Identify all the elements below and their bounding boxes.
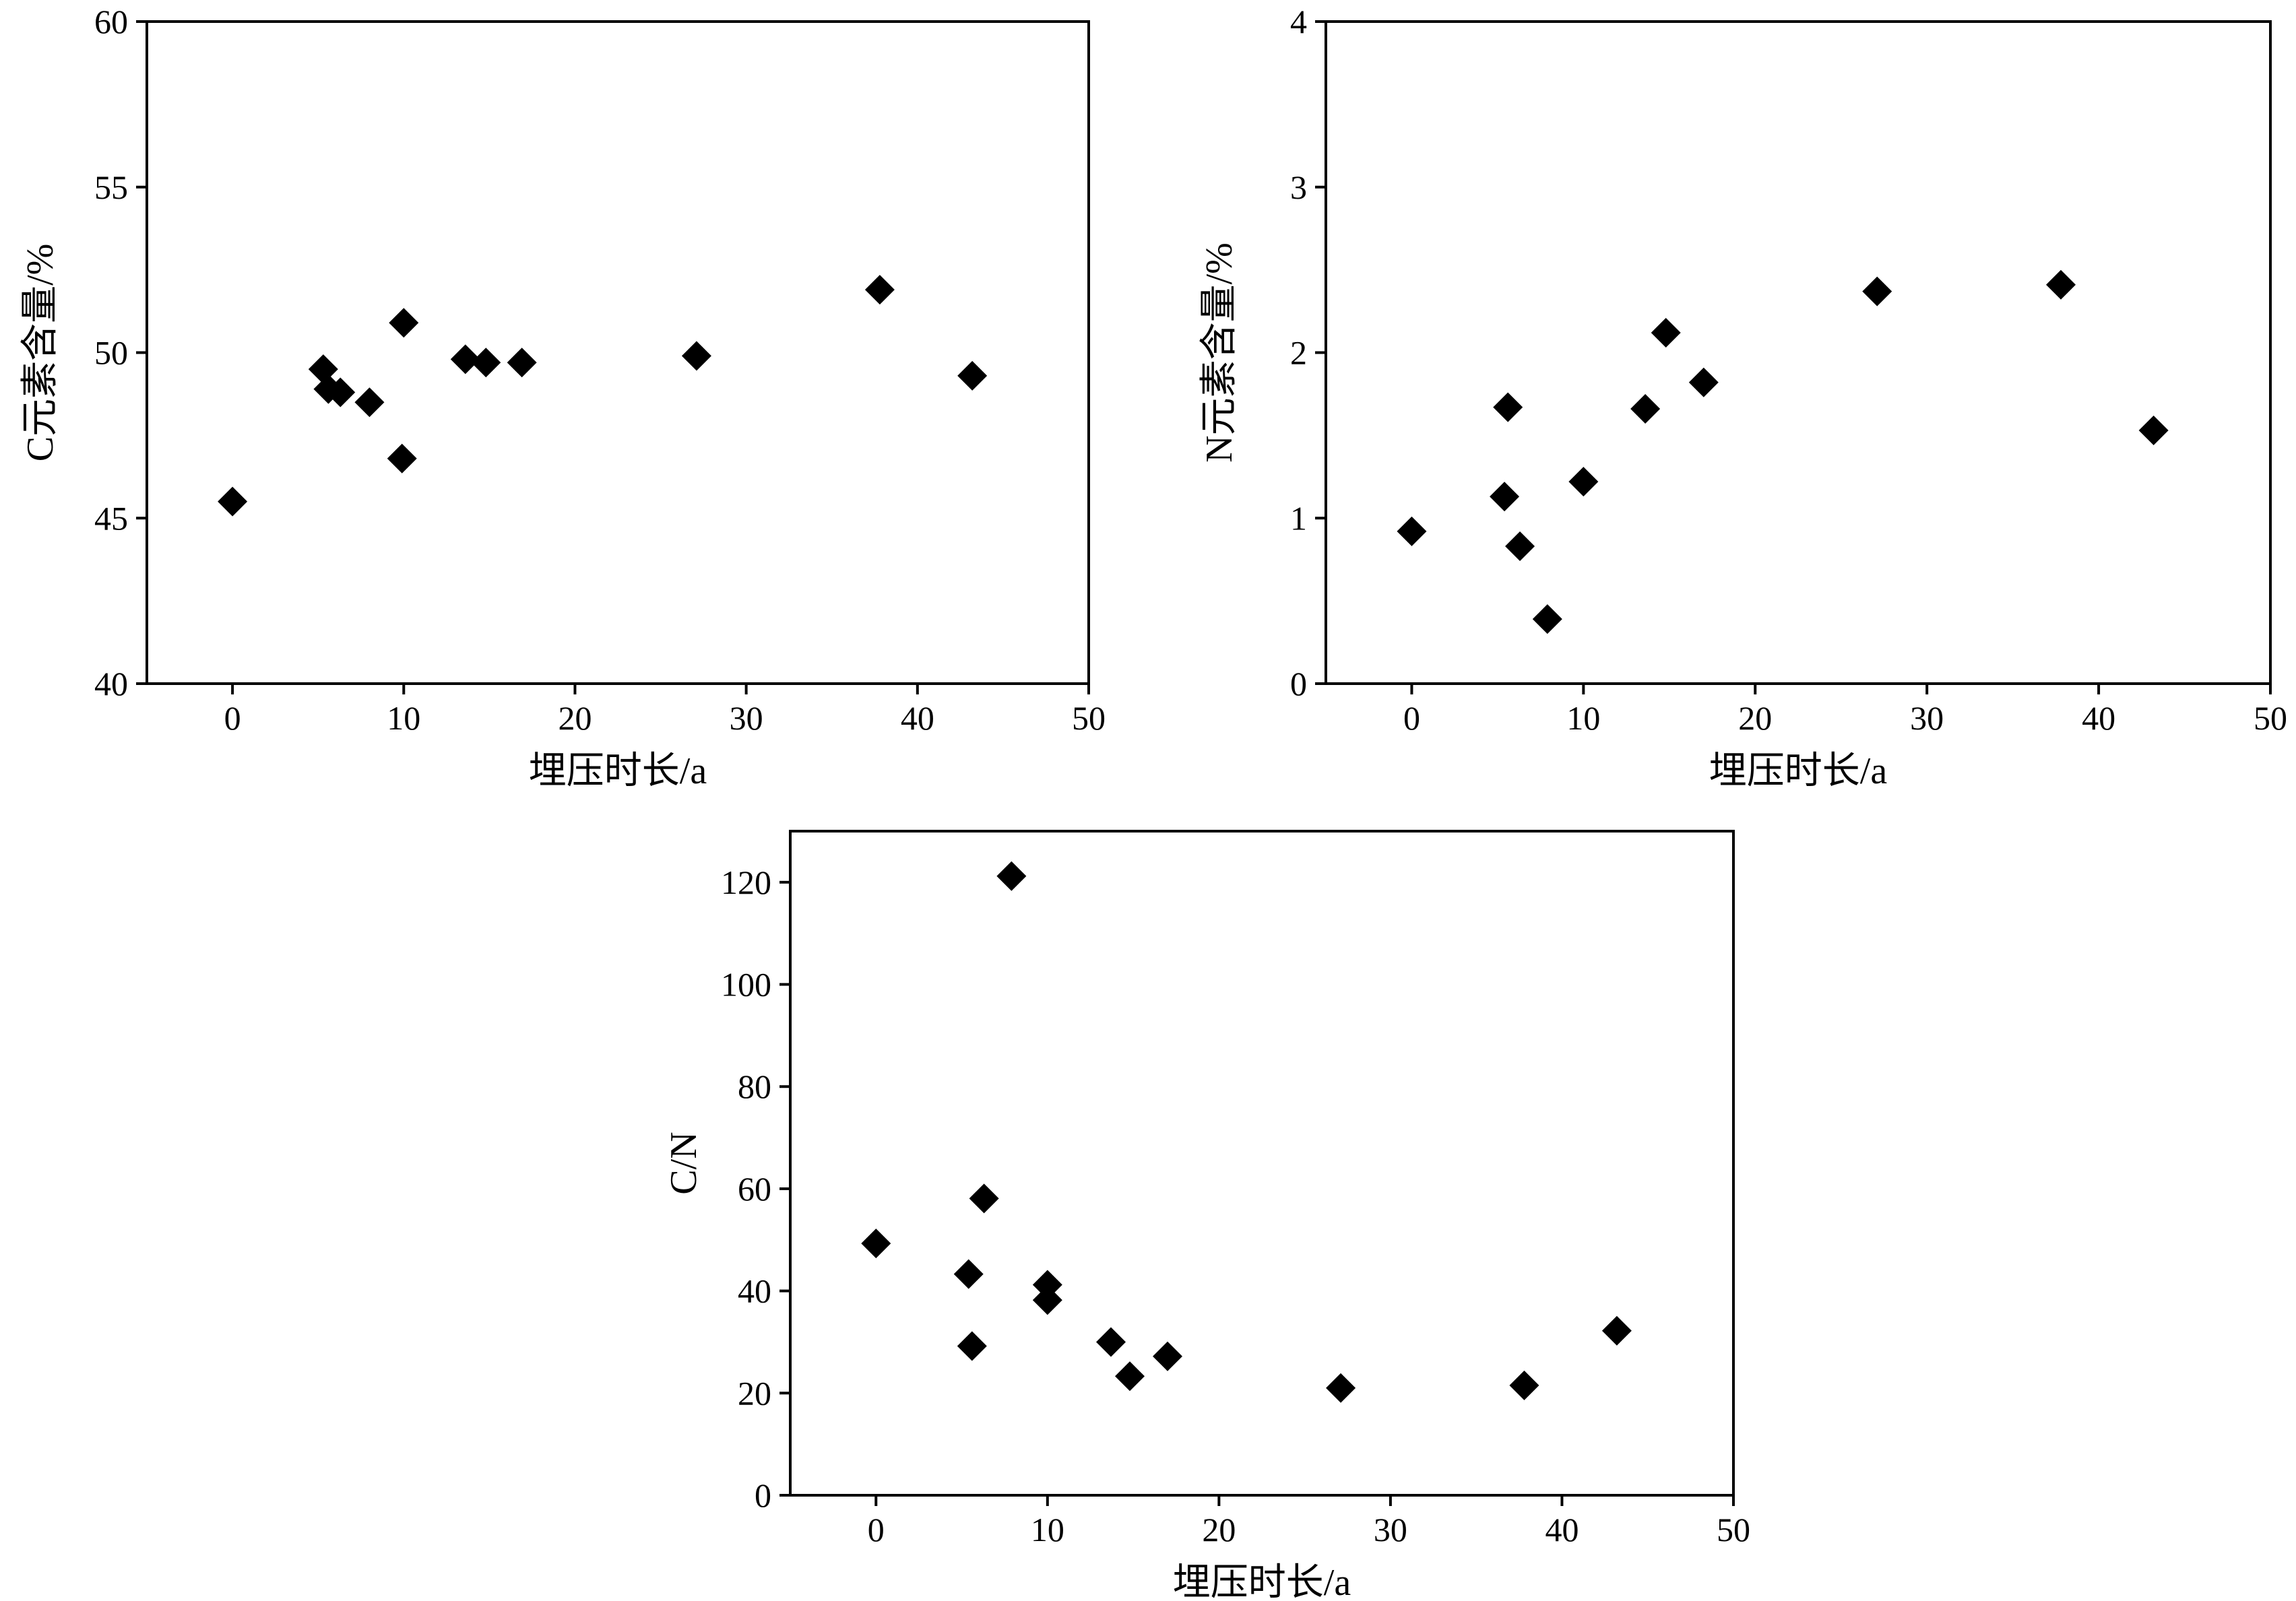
data-point bbox=[1490, 482, 1520, 512]
data-point bbox=[1509, 1370, 1539, 1400]
x-axis-title: 埋压时长/a bbox=[1173, 1562, 1351, 1601]
data-point bbox=[996, 861, 1027, 891]
plot-frame bbox=[789, 830, 1735, 1497]
data-point bbox=[957, 360, 988, 391]
data-point bbox=[1651, 318, 1681, 348]
data-point bbox=[2046, 269, 2076, 300]
x-tick-label: 10 bbox=[1566, 699, 1600, 737]
chart-panel-1: 0 10 20 30 40 50 40 45 50 55 60 埋压时长/a C元素含量/% bbox=[20, 3, 1106, 792]
data-point bbox=[1326, 1373, 1356, 1403]
data-point bbox=[1115, 1361, 1145, 1392]
y-tick-label: 40 bbox=[94, 665, 128, 703]
data-point bbox=[507, 348, 537, 378]
y-axis-title: N元素含量/% bbox=[1199, 242, 1240, 463]
data-point bbox=[471, 348, 501, 378]
data-point bbox=[1397, 516, 1427, 546]
data-point bbox=[354, 387, 385, 418]
x-tick-label: 0 bbox=[224, 699, 241, 737]
y-tick-label: 120 bbox=[721, 863, 771, 901]
y-tick-label: 50 bbox=[94, 334, 128, 372]
data-point bbox=[1032, 1285, 1062, 1315]
x-tick-label: 0 bbox=[1403, 699, 1420, 737]
x-tick-label: 30 bbox=[1910, 699, 1944, 737]
y-tick-label: 55 bbox=[94, 168, 128, 206]
y-tick-label: 4 bbox=[1290, 3, 1307, 40]
y-tick-label: 2 bbox=[1290, 334, 1307, 372]
y-tick-label: 0 bbox=[755, 1476, 771, 1514]
x-tick-label: 30 bbox=[1374, 1511, 1407, 1548]
data-point bbox=[957, 1331, 987, 1361]
y-tick-label: 3 bbox=[1290, 168, 1307, 206]
x-tick-label: 30 bbox=[730, 699, 763, 737]
x-tick-label: 40 bbox=[2082, 699, 2115, 737]
y-tick-label: 45 bbox=[94, 499, 128, 537]
data-point bbox=[861, 1229, 891, 1259]
x-tick-label: 20 bbox=[1202, 1511, 1236, 1548]
y-tick-label: 60 bbox=[94, 3, 128, 40]
y-tick-label: 60 bbox=[738, 1170, 771, 1208]
data-point bbox=[450, 344, 480, 374]
data-point bbox=[864, 275, 895, 305]
plot-frame bbox=[146, 20, 1090, 685]
y-tick-label: 40 bbox=[738, 1272, 771, 1310]
x-axis-title: 埋压时长/a bbox=[529, 750, 707, 792]
x-tick-label: 10 bbox=[387, 699, 420, 737]
y-axis-title: C/N bbox=[663, 1132, 705, 1194]
x-tick-label: 40 bbox=[1545, 1511, 1578, 1548]
data-point bbox=[953, 1259, 984, 1289]
chart-panel-3: 0 10 20 30 40 50 0 20 40 60 80 100 120 埋压时长/a C/N bbox=[663, 830, 1750, 1601]
chart-panel-2: 0 10 20 30 40 50 0 1 2 3 4 埋压时长/a N元素含量/% bbox=[1199, 3, 2287, 792]
data-point bbox=[387, 443, 417, 473]
x-tick-label: 10 bbox=[1031, 1511, 1064, 1548]
plot-frame bbox=[1325, 20, 2272, 685]
data-point bbox=[2138, 416, 2169, 446]
y-tick-label: 1 bbox=[1290, 499, 1307, 537]
data-point bbox=[1688, 367, 1719, 397]
data-point bbox=[1153, 1341, 1182, 1371]
data-point bbox=[1532, 604, 1562, 634]
data-point bbox=[1493, 392, 1523, 422]
data-point bbox=[681, 341, 711, 371]
y-tick-label: 20 bbox=[738, 1374, 771, 1412]
y-tick-label: 0 bbox=[1290, 665, 1307, 703]
x-tick-label: 0 bbox=[868, 1511, 885, 1548]
data-point bbox=[1568, 467, 1599, 497]
x-tick-label: 20 bbox=[558, 699, 592, 737]
x-tick-label: 20 bbox=[1738, 699, 1772, 737]
data-point bbox=[1032, 1270, 1062, 1300]
y-axis-title: C元素含量/% bbox=[20, 244, 61, 462]
x-tick-label: 50 bbox=[1717, 1511, 1750, 1548]
data-point bbox=[1630, 394, 1661, 424]
x-axis-title: 埋压时长/a bbox=[1709, 750, 1888, 792]
x-tick-label: 50 bbox=[1072, 699, 1106, 737]
data-point bbox=[389, 308, 419, 338]
data-point bbox=[969, 1183, 999, 1214]
data-point bbox=[1862, 276, 1892, 306]
data-point bbox=[218, 486, 248, 517]
data-point bbox=[1096, 1327, 1126, 1357]
data-point bbox=[1505, 531, 1535, 562]
data-point bbox=[1601, 1315, 1632, 1346]
x-tick-label: 40 bbox=[901, 699, 934, 737]
x-tick-label: 50 bbox=[2254, 699, 2287, 737]
data-point bbox=[325, 377, 356, 407]
y-tick-label: 80 bbox=[738, 1068, 771, 1105]
y-tick-label: 100 bbox=[721, 966, 771, 1004]
